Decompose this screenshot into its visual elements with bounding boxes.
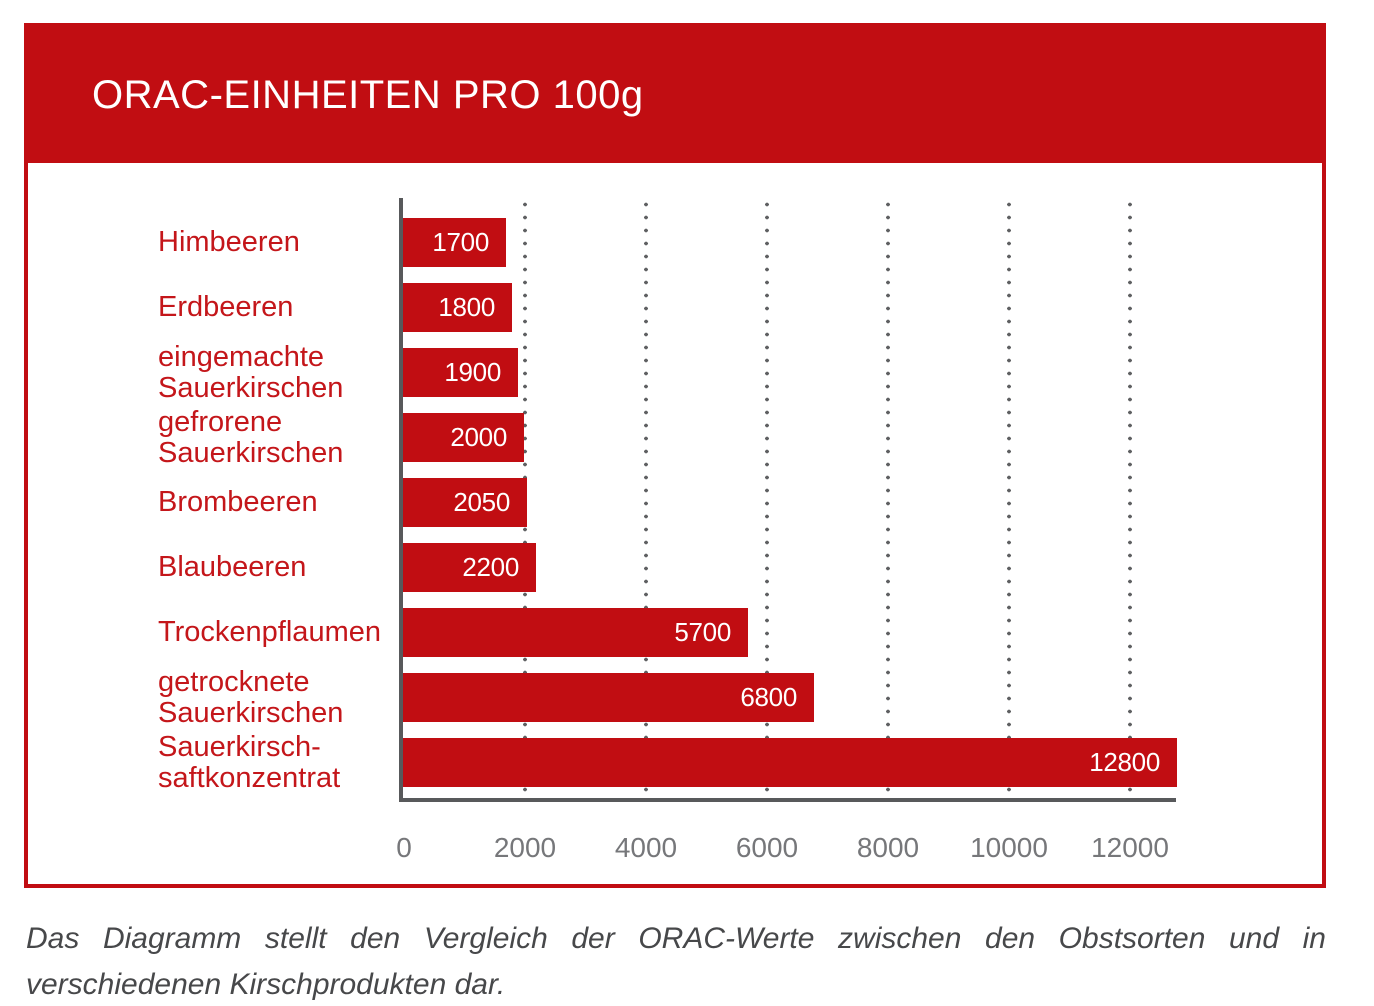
bar-row: gefrorene Sauerkirschen 2000 (28, 405, 1322, 470)
bar-row: Erdbeeren 1800 (28, 275, 1322, 340)
x-tick-label: 6000 (735, 832, 799, 863)
bar: 12800 (403, 738, 1177, 787)
bar-value-label: 1700 (432, 227, 489, 257)
x-tick-label: 10000 (970, 832, 1048, 863)
bar-row: Blaubeeren 2200 (28, 535, 1322, 600)
bar-value-label: 12800 (1089, 747, 1160, 777)
category-label: Himbeeren (158, 226, 300, 258)
bar-value-label: 1900 (444, 357, 501, 387)
category-label: getrocknete Sauerkirschen (158, 665, 344, 729)
x-tick-label: 2000 (493, 832, 557, 863)
bar-row: Trockenpflaumen 5700 (28, 600, 1322, 665)
y-axis-line (399, 198, 403, 802)
gridline (765, 198, 769, 798)
bar: 2050 (403, 478, 527, 527)
bar: 2200 (403, 543, 536, 592)
bar: 1800 (403, 283, 512, 332)
bar-row: getrocknete Sauerkirschen 6800 (28, 665, 1322, 730)
category-label: Blaubeeren (158, 551, 307, 583)
gridline (886, 198, 890, 798)
bar-row: eingemachte Sauerkirschen 1900 (28, 340, 1322, 405)
bar: 1700 (403, 218, 506, 267)
gridline (1007, 198, 1011, 798)
bar-row: Brombeeren 2050 (28, 470, 1322, 535)
bar: 5700 (403, 608, 748, 657)
x-tick-label: 4000 (614, 832, 678, 863)
chart-title: ORAC-EINHEITEN PRO 100g (92, 72, 644, 117)
category-label: Trockenpflaumen (158, 616, 381, 648)
bar-value-label: 2050 (453, 487, 510, 517)
bar: 1900 (403, 348, 518, 397)
category-label: eingemachte Sauerkirschen (158, 340, 344, 404)
gridline (1128, 198, 1132, 798)
chart-header-banner: ORAC-EINHEITEN PRO 100g (24, 23, 1326, 163)
bar-value-label: 6800 (740, 682, 797, 712)
x-axis-line (399, 798, 1176, 802)
bar-chart: Himbeeren 1700 Erdbeeren 1800 eingemachte Sa… (28, 27, 1322, 884)
bar-value-label: 1800 (438, 292, 495, 322)
bar-row: Himbeeren 1700 (28, 210, 1322, 275)
x-tick-label: 12000 (1091, 832, 1169, 863)
category-label: Sauerkirsch- saftkonzentrat (158, 730, 341, 794)
chart-caption: Das Diagramm stellt den Vergleich der OR… (26, 922, 1326, 1001)
category-label: gefrorene Sauerkirschen (158, 405, 344, 469)
bar: 6800 (403, 673, 814, 722)
x-tick-label: 8000 (856, 832, 920, 863)
bar-value-label: 5700 (674, 617, 731, 647)
category-label: Brombeeren (158, 486, 318, 518)
category-label: Erdbeeren (158, 291, 294, 323)
x-tick-label: 0 (396, 832, 412, 863)
bar-value-label: 2200 (462, 552, 519, 582)
bar: 2000 (403, 413, 524, 462)
gridline (644, 198, 648, 798)
bar-row: Sauerkirsch- saftkonzentrat 12800 (28, 730, 1322, 795)
chart-panel: ORAC-EINHEITEN PRO 100g Himbeeren 1700 Erd… (24, 23, 1326, 888)
bar-value-label: 2000 (450, 422, 507, 452)
